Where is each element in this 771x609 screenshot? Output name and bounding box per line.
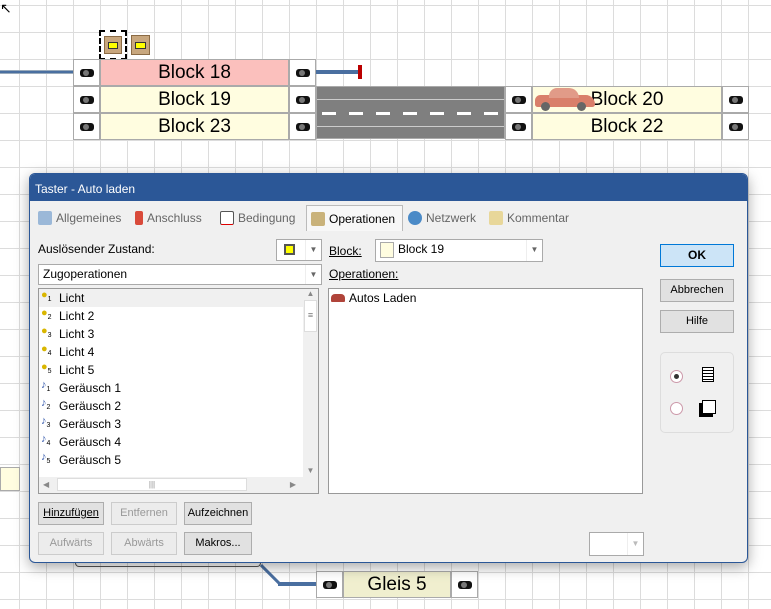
button-signal[interactable] xyxy=(131,35,150,55)
trigger-state-label: Auslösender Zustand: xyxy=(38,242,155,256)
track-end-icon xyxy=(358,65,362,79)
operations-dialog: Taster - Auto laden Allgemeines Anschlus… xyxy=(29,173,748,563)
dialog-title: Taster - Auto laden xyxy=(30,174,747,201)
connector-icon[interactable] xyxy=(73,113,100,140)
operations-list[interactable]: Autos Laden xyxy=(328,288,643,494)
tab-allgemeines[interactable]: Allgemeines xyxy=(38,205,121,231)
small-select[interactable]: ▼ xyxy=(589,532,644,556)
list-item[interactable]: ♪1 Geräusch 1 xyxy=(39,379,318,397)
list-item[interactable]: ●1 Licht xyxy=(39,289,318,307)
block-18[interactable]: Block 18 xyxy=(100,59,289,86)
document-stop-icon xyxy=(220,211,234,225)
connector-icon[interactable] xyxy=(289,86,316,113)
block-color-icon xyxy=(380,241,394,258)
list-item[interactable]: ●4 Licht 4 xyxy=(39,343,318,361)
list-item[interactable]: ♪5 Geräusch 5 xyxy=(39,451,318,469)
music-note-icon: ♪2 xyxy=(41,397,51,412)
help-button[interactable]: Hilfe xyxy=(660,310,734,333)
horizontal-scrollbar[interactable]: ◀ ||| ▶ xyxy=(39,477,318,493)
connector-icon[interactable] xyxy=(73,86,100,113)
connector-icon[interactable] xyxy=(289,59,316,86)
operations-label: Operationen: xyxy=(329,267,399,281)
list-item[interactable]: ♪2 Geräusch 2 xyxy=(39,397,318,415)
gleis-5[interactable]: Gleis 5 xyxy=(343,571,451,598)
list-item[interactable]: Autos Laden xyxy=(329,289,642,307)
list-view-icon xyxy=(702,367,714,382)
block-partial[interactable] xyxy=(0,467,20,491)
remove-button[interactable]: Entfernen xyxy=(111,502,177,525)
macros-button[interactable]: Makros... xyxy=(184,532,252,555)
block-label: Block: xyxy=(329,244,362,258)
move-down-button[interactable]: Abwärts xyxy=(111,532,177,555)
bulb-icon: ●4 xyxy=(41,343,52,358)
music-note-icon: ♪3 xyxy=(41,415,51,430)
connector-icon[interactable] xyxy=(505,113,532,140)
chevron-down-icon: ▼ xyxy=(305,240,321,260)
tab-netzwerk[interactable]: Netzwerk xyxy=(408,205,476,231)
cascade-view-icon xyxy=(702,400,716,414)
music-note-icon: ♪1 xyxy=(41,379,51,394)
radio-list-view[interactable] xyxy=(670,370,683,383)
chevron-down-icon: ▼ xyxy=(627,533,643,555)
list-item[interactable]: ♪3 Geräusch 3 xyxy=(39,415,318,433)
tab-bedingung[interactable]: Bedingung xyxy=(220,205,295,231)
car-icon xyxy=(331,294,345,302)
music-note-icon: ♪4 xyxy=(41,433,51,448)
note-pencil-icon xyxy=(489,211,503,225)
chevron-down-icon: ▼ xyxy=(526,240,542,261)
bulb-icon: ●5 xyxy=(41,361,52,376)
list-item[interactable]: ●3 Licht 3 xyxy=(39,325,318,343)
list-item[interactable]: ♪4 Geräusch 4 xyxy=(39,433,318,451)
block-19[interactable]: Block 19 xyxy=(100,86,289,113)
connector-icon[interactable] xyxy=(73,59,100,86)
car-icon xyxy=(535,87,597,111)
category-select[interactable]: Zugoperationen ▼ xyxy=(38,264,322,285)
connector-icon[interactable] xyxy=(451,571,478,598)
list-item[interactable]: ●2 Licht 2 xyxy=(39,307,318,325)
tab-operationen[interactable]: Operationen xyxy=(306,205,403,231)
track-line xyxy=(0,70,73,74)
tab-kommentar[interactable]: Kommentar xyxy=(489,205,569,231)
connector-icon[interactable] xyxy=(722,113,749,140)
plug-icon xyxy=(135,211,143,225)
bulb-icon: ●2 xyxy=(41,307,52,322)
keyboard-icon xyxy=(311,211,325,226)
block-22[interactable]: Block 22 xyxy=(532,113,722,140)
add-button[interactable]: Hinzufügen xyxy=(38,502,104,525)
track-line xyxy=(278,582,318,586)
record-button[interactable]: Aufzeichnen xyxy=(184,502,252,525)
tab-anschluss[interactable]: Anschluss xyxy=(135,205,202,231)
connector-icon[interactable] xyxy=(316,571,343,598)
button-signal-selected[interactable] xyxy=(99,30,127,60)
move-up-button[interactable]: Aufwärts xyxy=(38,532,104,555)
cursor-icon: ↖ xyxy=(0,0,12,16)
signal-state-icon xyxy=(284,244,295,255)
block-23[interactable]: Block 23 xyxy=(100,113,289,140)
vertical-scrollbar[interactable]: ▲ ≡ ▼ xyxy=(303,289,318,477)
ok-button[interactable]: OK xyxy=(660,244,734,267)
chevron-down-icon: ▼ xyxy=(305,265,321,284)
connector-icon[interactable] xyxy=(505,86,532,113)
available-operations-list[interactable]: ●1 Licht ●2 Licht 2 ●3 Licht 3 ●4 Licht 4 ●5 Lich… xyxy=(38,288,319,494)
connector-icon[interactable] xyxy=(722,86,749,113)
trigger-state-select[interactable]: ▼ xyxy=(276,239,322,261)
block-select[interactable]: Block 19 ▼ xyxy=(375,239,543,262)
list-item[interactable]: ●5 Licht 5 xyxy=(39,361,318,379)
settings-sheet-icon xyxy=(38,211,52,225)
track-line xyxy=(316,70,360,74)
road-segment[interactable] xyxy=(316,86,505,139)
connector-icon[interactable] xyxy=(289,113,316,140)
cancel-button[interactable]: Abbrechen xyxy=(660,279,734,302)
radio-cascade-view[interactable] xyxy=(670,402,683,415)
network-globe-icon xyxy=(408,211,422,225)
bulb-icon: ●1 xyxy=(41,289,52,304)
bulb-icon: ●3 xyxy=(41,325,52,340)
view-mode-group xyxy=(660,352,734,433)
music-note-icon: ♪5 xyxy=(41,451,51,466)
